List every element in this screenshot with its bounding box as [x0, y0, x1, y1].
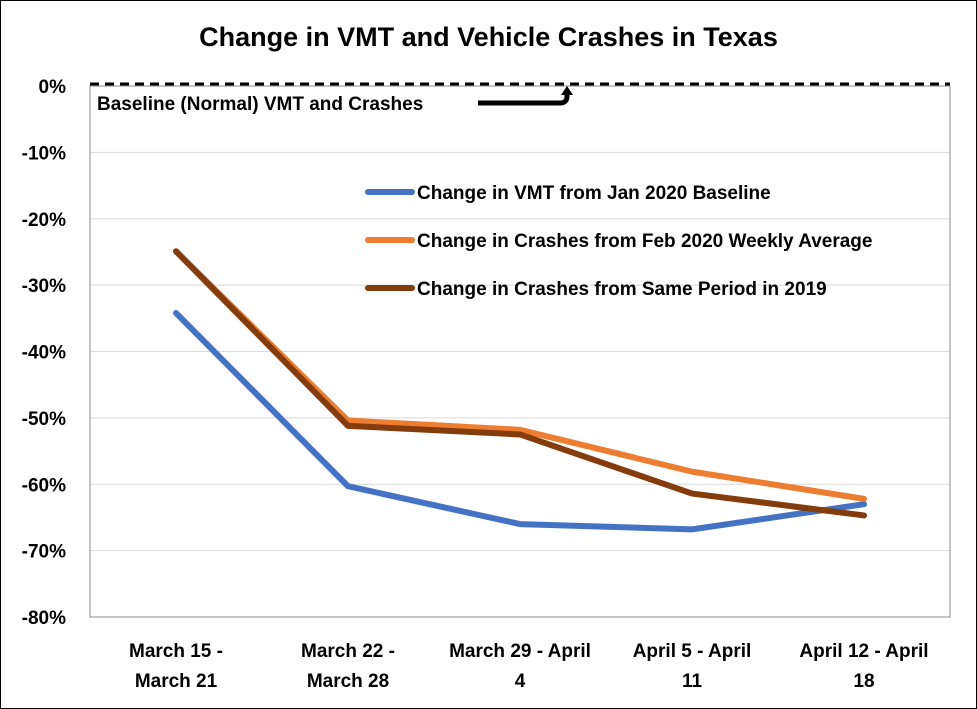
data-point	[863, 514, 865, 516]
data-point	[691, 493, 693, 495]
baseline-arrow	[478, 94, 570, 106]
x-tick-label: April 12 - April 18	[799, 641, 928, 692]
x-tick-label: March 22 - March 28	[301, 641, 395, 692]
x-tick-label-line: April 12 - April	[799, 641, 928, 662]
y-tick-label: -30%	[22, 276, 66, 297]
y-tick-label: -50%	[22, 409, 66, 430]
y-axis-ticks: 0% -10% -20% -30% -40% -50% -60% -70% -80%	[22, 77, 66, 629]
series-line	[173, 310, 867, 533]
data-point	[519, 433, 521, 435]
data-point	[175, 250, 177, 252]
x-tick-label-line: April 5 - April	[633, 641, 752, 662]
data-point	[519, 523, 521, 525]
x-tick-label-line: March 28	[307, 671, 389, 692]
y-tick-label: -80%	[22, 608, 66, 629]
x-tick-label-line: 18	[853, 671, 874, 692]
baseline-annotation: Baseline (Normal) VMT and Crashes	[90, 82, 950, 115]
data-point	[347, 420, 349, 422]
legend-label: Change in VMT from Jan 2020 Baseline	[417, 183, 771, 204]
y-tick-label: -60%	[22, 475, 66, 496]
x-tick-label-line: March 15 -	[129, 641, 223, 662]
y-tick-label: -70%	[22, 542, 66, 563]
data-point	[175, 312, 177, 314]
grid-lines	[90, 151, 950, 552]
data-point	[691, 528, 693, 530]
x-tick-label: April 5 - April 11	[633, 641, 752, 692]
data-point	[347, 425, 349, 427]
y-tick-label: -20%	[22, 210, 66, 231]
data-point	[863, 503, 865, 505]
data-point	[691, 471, 693, 473]
x-tick-label-line: 11	[682, 671, 703, 692]
legend-label: Change in Crashes from Feb 2020 Weekly A…	[417, 231, 872, 252]
x-tick-label-line: March 21	[135, 671, 218, 692]
data-point	[347, 485, 349, 487]
x-tick-label: March 15 - March 21	[129, 641, 223, 692]
baseline-annotation-label: Baseline (Normal) VMT and Crashes	[97, 94, 423, 115]
y-tick-label: -10%	[22, 143, 66, 164]
chart-title: Change in VMT and Vehicle Crashes in Tex…	[199, 22, 778, 52]
plot-area-border	[89, 85, 951, 618]
legend: Change in VMT from Jan 2020 Baseline Chan…	[365, 183, 872, 300]
data-point	[519, 429, 521, 431]
x-tick-label-line: March 29 - April	[449, 641, 591, 662]
series-lines	[173, 248, 867, 533]
baseline-arrow-head	[561, 86, 573, 95]
data-point	[863, 498, 865, 500]
legend-label: Change in Crashes from Same Period in 20…	[417, 279, 827, 300]
y-tick-label: 0%	[39, 77, 67, 98]
y-tick-label: -40%	[22, 343, 66, 364]
x-tick-label-line: 4	[515, 671, 526, 692]
x-tick-label: March 29 - April 4	[449, 641, 591, 692]
x-tick-label-line: March 22 -	[301, 641, 395, 662]
